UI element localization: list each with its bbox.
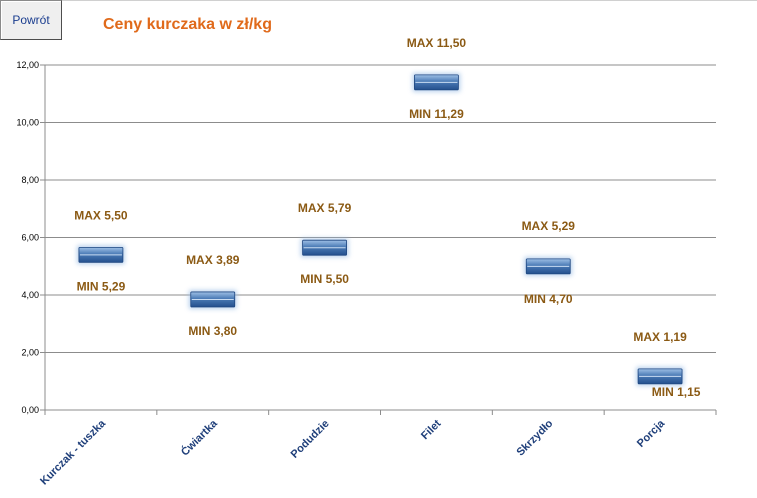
y-tick-label: 2,00 [21,348,39,358]
max-label: MAX 1,19 [633,330,687,344]
min-label: MIN 5,29 [77,279,126,293]
y-tick-label: 12,00 [16,60,39,70]
range-bar [636,366,685,386]
range-bar [412,72,461,92]
max-label: MAX 5,79 [298,201,352,215]
category-label: Ćwiartka [178,416,220,458]
category-label: Skrzydło [514,417,555,458]
min-label: MIN 3,80 [188,324,237,338]
range-bar [188,289,237,309]
back-button[interactable]: Powrót [0,0,62,40]
max-label: MAX 5,29 [522,219,576,233]
min-label: MIN 11,29 [409,107,464,121]
category-label: Filet [419,417,444,442]
range-bar [524,256,573,276]
max-label: MAX 5,50 [74,208,128,222]
min-label: MIN 5,50 [300,272,349,286]
range-bar [76,245,125,265]
y-tick-label: 8,00 [21,175,39,185]
min-label: MIN 4,70 [524,292,573,306]
category-label: Porcja [635,417,668,450]
min-label: MIN 1,15 [652,385,701,399]
category-label: Kurczak - tuszka [38,417,108,487]
chart-title: Ceny kurczaka w zł/kg [103,16,272,33]
range-bar [300,238,349,258]
y-tick-label: 0,00 [21,405,39,415]
category-label: Podudzie [289,418,332,461]
max-label: MAX 3,89 [186,253,240,267]
top-border [62,0,757,1]
y-tick-label: 6,00 [21,233,39,243]
y-tick-label: 10,00 [16,118,39,128]
y-tick-label: 4,00 [21,290,39,300]
max-label: MAX 11,50 [407,36,467,50]
